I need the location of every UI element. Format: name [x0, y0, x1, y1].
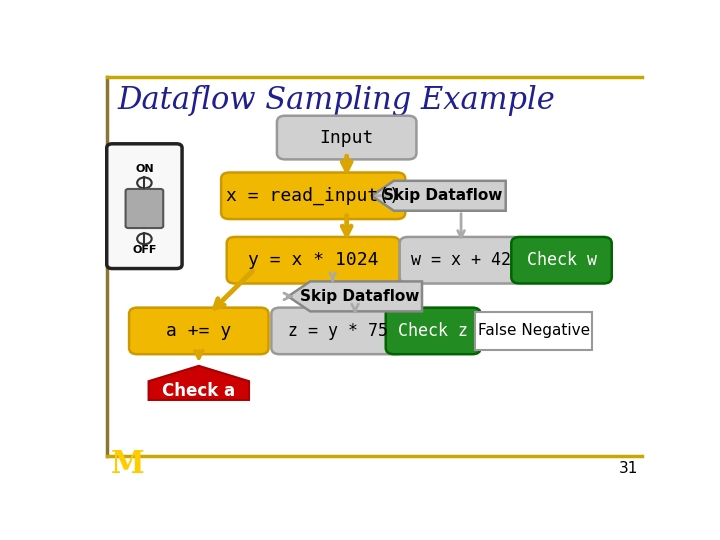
Text: w = x + 42: w = x + 42 [411, 251, 511, 269]
Text: x = read_input(): x = read_input() [226, 187, 400, 205]
FancyBboxPatch shape [475, 312, 593, 350]
Text: a += y: a += y [166, 322, 231, 340]
Text: Skip Dataflow: Skip Dataflow [300, 289, 419, 304]
Text: 31: 31 [618, 461, 638, 476]
Text: Check a: Check a [162, 382, 235, 400]
FancyBboxPatch shape [107, 144, 182, 268]
Text: OFF: OFF [132, 245, 156, 255]
Polygon shape [372, 181, 505, 211]
Text: Input: Input [320, 129, 374, 146]
FancyBboxPatch shape [277, 116, 416, 159]
FancyBboxPatch shape [221, 172, 405, 219]
Text: Skip Dataflow: Skip Dataflow [384, 188, 503, 203]
Text: Dataflow Sampling Example: Dataflow Sampling Example [118, 85, 556, 116]
FancyBboxPatch shape [227, 237, 400, 284]
FancyBboxPatch shape [129, 308, 269, 354]
FancyBboxPatch shape [511, 237, 612, 284]
Text: False Negative: False Negative [477, 323, 590, 339]
FancyBboxPatch shape [400, 237, 523, 284]
FancyBboxPatch shape [125, 189, 163, 228]
FancyBboxPatch shape [271, 308, 405, 354]
Polygon shape [288, 281, 422, 312]
Text: M: M [111, 449, 145, 480]
Text: y = x * 1024: y = x * 1024 [248, 251, 379, 269]
Text: Check w: Check w [526, 251, 596, 269]
Text: Check z: Check z [398, 322, 468, 340]
FancyBboxPatch shape [386, 308, 481, 354]
Polygon shape [148, 366, 249, 400]
Text: z = y * 75: z = y * 75 [288, 322, 388, 340]
Text: ON: ON [135, 164, 153, 174]
